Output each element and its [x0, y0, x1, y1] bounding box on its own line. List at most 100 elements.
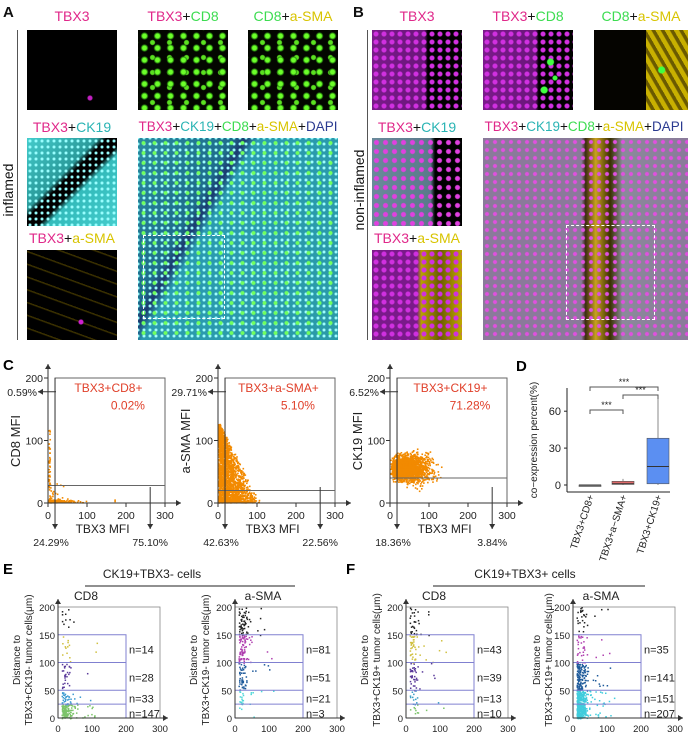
scatter-point [222, 438, 225, 441]
scatter-point [427, 476, 429, 479]
scatter-point [432, 462, 435, 464]
scatter-point [427, 452, 430, 455]
scatter-point [232, 484, 235, 487]
scatter-point [230, 447, 232, 450]
scatter-point [399, 453, 401, 455]
image-label: TBX3+a-SMA [372, 230, 462, 246]
scatter-point [426, 456, 428, 459]
scatter-point [226, 496, 229, 499]
scatter-point [226, 484, 228, 487]
marker-ck19-label: CK19 [180, 119, 214, 134]
scatter-point [50, 490, 53, 492]
scatter-point [221, 436, 224, 439]
scatter-point [223, 483, 225, 486]
scatter-point [240, 478, 243, 480]
scatter-point [407, 453, 410, 456]
scatter-point [221, 438, 224, 441]
scatter-point [234, 484, 237, 486]
scatter-point [219, 466, 222, 469]
scatter-point [220, 467, 223, 470]
marker-cd8-label: CD8 [221, 119, 249, 134]
x-axis-head [176, 500, 181, 506]
scatter-point [413, 473, 416, 476]
scatter-point [426, 474, 428, 476]
scatter-point [222, 440, 225, 443]
scatter-point [219, 468, 221, 471]
scatter-point [221, 449, 224, 452]
plus-sign: + [213, 119, 222, 134]
y-tick-label: 100 [25, 436, 43, 448]
scatter-point [223, 481, 225, 484]
scatter-point [242, 495, 245, 497]
scatter-point [220, 431, 222, 433]
scatter-point [225, 467, 228, 469]
scatter-point [231, 483, 234, 486]
scatter-point [221, 456, 224, 459]
scatter-point [247, 479, 249, 482]
scatter-point [249, 494, 252, 497]
scatter-point [219, 482, 221, 485]
marker-a-sma-label: a-SMA [72, 230, 115, 246]
scatter-point [220, 493, 223, 496]
marker-cd8-label: CD8 [567, 119, 595, 134]
scatter-point [230, 465, 233, 467]
scatter-point [218, 473, 220, 476]
scatter-point [66, 499, 68, 502]
scatter-point [410, 453, 412, 456]
scatter-point [49, 433, 51, 436]
scatter-point [224, 443, 227, 446]
scatter-point [225, 459, 228, 462]
scatter-point [52, 490, 55, 493]
scatter-point [222, 497, 224, 499]
scatter-point [393, 460, 396, 462]
scatter-point [57, 500, 60, 502]
scatter-point [56, 483, 58, 485]
panel-label-c: C [3, 357, 14, 374]
scatter-point [430, 459, 432, 462]
scatter-point [221, 431, 224, 433]
scatter-point [245, 479, 247, 481]
scatter-point [52, 495, 54, 498]
plus-sign: + [67, 119, 77, 135]
scatter-point [423, 482, 425, 484]
scatter-point [48, 461, 51, 464]
scatter-point [58, 501, 61, 504]
scatter-point [232, 476, 235, 478]
marker-tbx3-label: TBX3 [138, 119, 173, 134]
scatter-point [52, 493, 54, 496]
micrograph-tbx3-ck19 [372, 138, 462, 226]
scatter-point [232, 482, 235, 484]
scatter-point [240, 476, 242, 479]
scatter-point [424, 469, 427, 472]
scatter-point [220, 478, 223, 481]
scatter-point [226, 453, 228, 455]
scatter-point [234, 470, 236, 473]
scatter-point [229, 494, 232, 497]
scatter-point [427, 456, 430, 459]
scatter-point [407, 454, 409, 457]
scatter-point [49, 458, 52, 461]
scatter-point [226, 492, 228, 495]
scatter-point [49, 482, 51, 484]
scatter-point [218, 475, 221, 478]
scatter-point [221, 490, 224, 493]
y-axis-title: a-SMA MFI [178, 408, 193, 473]
scatter-point [423, 457, 426, 460]
marker-ck19-label: CK19 [76, 119, 112, 135]
scatter-point [223, 432, 226, 435]
scatter-point [229, 496, 232, 499]
scatter-point [418, 471, 420, 474]
scatter-point [221, 435, 224, 437]
scatter-point [238, 463, 241, 465]
scatter-point [221, 434, 224, 436]
scatter-point [222, 456, 225, 458]
scatter-point [407, 479, 409, 481]
scatter-point [242, 472, 245, 475]
scatter-point [408, 471, 410, 474]
scatter-point [233, 496, 236, 499]
scatter-point [254, 499, 256, 502]
micrograph-cd8-asma [594, 30, 688, 110]
scatter-point [50, 487, 52, 489]
scatter-point [219, 430, 221, 433]
scatter-point [223, 496, 225, 499]
